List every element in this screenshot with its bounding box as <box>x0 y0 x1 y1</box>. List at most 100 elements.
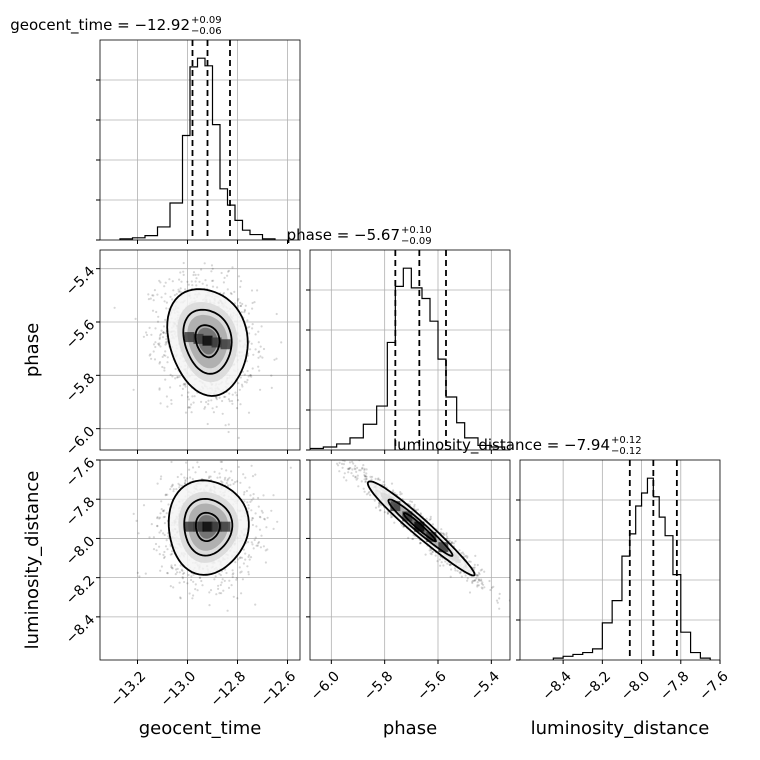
sample-point <box>187 406 190 409</box>
sample-point <box>266 516 269 519</box>
sample-point <box>166 405 169 408</box>
sample-point <box>249 348 252 351</box>
sample-point <box>222 281 225 284</box>
sample-point <box>348 461 352 464</box>
sample-point <box>243 500 246 503</box>
sample-point <box>257 356 260 359</box>
sample-point <box>205 401 208 404</box>
sample-point <box>226 479 229 482</box>
sample-point <box>180 280 183 283</box>
sample-point <box>177 288 180 291</box>
y-tick-label: −7.8 <box>63 494 98 529</box>
sample-point <box>473 566 476 569</box>
sample-point <box>244 558 247 561</box>
sample-point <box>215 396 218 399</box>
sample-point <box>368 490 371 494</box>
y-axis-label-phase: phase <box>22 323 43 377</box>
sample-point <box>205 471 208 474</box>
sample-point <box>442 534 446 537</box>
sample-point <box>158 531 161 534</box>
sample-point <box>196 589 199 592</box>
sample-point <box>230 584 233 587</box>
x-axis-label-geocent_time: geocent_time <box>139 718 262 739</box>
sample-point <box>182 261 185 265</box>
sample-point <box>158 388 161 391</box>
sample-point <box>221 412 224 415</box>
sample-point <box>377 505 380 508</box>
sample-point <box>251 301 254 305</box>
sample-point <box>340 462 344 465</box>
sample-point <box>248 332 251 335</box>
sample-point <box>181 569 184 572</box>
sample-point <box>184 383 187 386</box>
sample-point <box>170 566 173 569</box>
histogram-step <box>119 57 276 240</box>
contour-line-0 <box>403 512 437 543</box>
sample-point <box>170 399 173 402</box>
sample-point <box>357 485 360 488</box>
sample-point <box>191 395 194 398</box>
sample-point <box>360 480 363 483</box>
sample-point <box>179 271 182 274</box>
sample-point <box>354 468 357 471</box>
sample-point <box>256 544 259 547</box>
sample-point <box>187 573 190 577</box>
sample-point <box>248 554 251 557</box>
sample-point <box>246 565 249 568</box>
sample-point <box>219 460 222 463</box>
sample-point <box>251 475 255 478</box>
sample-point <box>239 280 243 283</box>
sample-point <box>480 582 483 585</box>
sample-point <box>142 504 146 507</box>
sample-point <box>156 293 159 296</box>
sample-point <box>363 478 366 481</box>
sample-point <box>462 553 465 556</box>
panel-frame <box>99 39 301 241</box>
sample-point <box>356 466 359 469</box>
sample-point <box>356 477 359 480</box>
density-core <box>202 521 213 532</box>
sample-point <box>361 466 364 469</box>
title-sup: +0.10 <box>401 225 432 236</box>
sample-point <box>412 537 415 541</box>
sample-point <box>163 300 166 303</box>
sample-point <box>213 456 215 458</box>
pair-area <box>310 460 510 660</box>
sample-point <box>163 522 166 525</box>
sample-point <box>379 509 382 512</box>
sample-point <box>338 470 341 473</box>
sample-point <box>378 509 381 512</box>
sample-point <box>145 333 149 337</box>
sample-point <box>251 327 254 330</box>
sample-point <box>194 583 197 586</box>
sample-point <box>440 528 443 531</box>
sample-point <box>160 500 163 503</box>
sample-point <box>162 331 165 334</box>
sample-point <box>363 467 366 470</box>
sample-point <box>218 592 221 595</box>
sample-point <box>190 578 193 582</box>
sample-point <box>244 552 247 555</box>
sample-point <box>187 406 190 409</box>
sample-point <box>434 554 437 557</box>
sample-point <box>273 358 276 361</box>
sample-point <box>428 549 431 552</box>
sample-point <box>257 542 260 545</box>
sample-point <box>175 568 178 571</box>
sample-point <box>254 473 257 476</box>
density-core <box>220 339 231 350</box>
sample-point <box>226 288 229 291</box>
title-sup: +0.09 <box>191 15 222 26</box>
sample-point <box>265 526 268 529</box>
sample-point <box>358 469 361 472</box>
sample-point <box>260 534 263 537</box>
sample-point <box>230 399 234 403</box>
sample-point <box>247 504 250 507</box>
sample-point <box>183 482 187 485</box>
sample-point <box>178 571 181 574</box>
sample-point <box>361 467 364 470</box>
x-tick-label: −7.8 <box>657 668 692 703</box>
sample-point <box>171 550 174 553</box>
sample-point <box>448 539 451 542</box>
sample-point <box>171 567 174 570</box>
